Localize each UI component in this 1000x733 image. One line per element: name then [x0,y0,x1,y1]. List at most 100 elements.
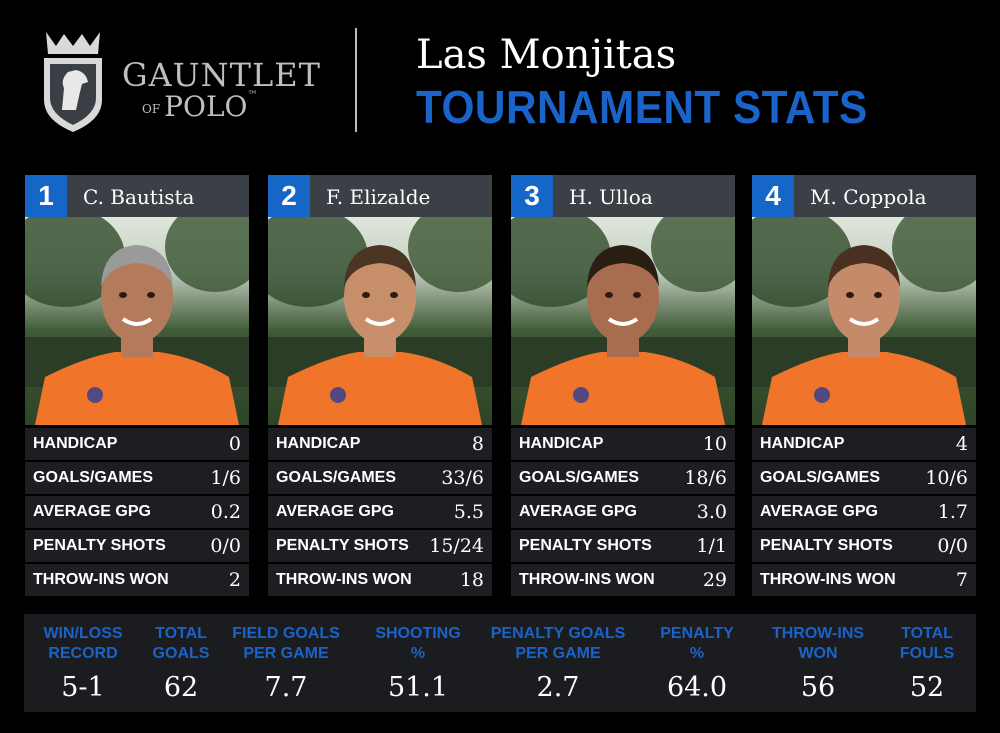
summary-label: WIN/LOSS RECORD [13,624,153,664]
player-rank: 4 [752,175,794,217]
brand-line1: GAUNTLET [122,56,321,94]
summary-label-line2: PER GAME [515,645,601,662]
player-card: 3 H. Ulloa HANDICAP 10 GOALS/GAMES 18/6 AVERAG… [511,175,735,596]
stat-label: AVERAGE GPG [276,503,394,520]
stat-label: THROW-INS WON [519,571,655,588]
stat-value: 29 [702,569,727,591]
summary-stat: TOTAL GOALS 62 [111,614,251,703]
stat-row: GOALS/GAMES 10/6 [752,462,976,494]
player-photo [511,217,735,425]
player-name: C. Bautista [83,185,195,209]
summary-value: 64.0 [666,672,728,703]
stat-row: HANDICAP 10 [511,428,735,460]
brand-wordmark: GAUNTLET OF POLO™ [122,56,321,123]
stat-row: THROW-INS WON 2 [25,564,249,596]
stat-row: HANDICAP 4 [752,428,976,460]
stat-row: THROW-INS WON 29 [511,564,735,596]
stat-row: PENALTY SHOTS 15/24 [268,530,492,562]
stat-label: GOALS/GAMES [519,469,640,486]
stat-label: PENALTY SHOTS [760,537,893,554]
summary-stat: THROW-INS WON 56 [748,614,888,703]
summary-label-line1: FIELD GOALS [232,625,340,642]
team-summary-bar: WIN/LOSS RECORD 5-1 TOTAL GOALS 62 FIELD GOALS… [24,614,976,712]
stat-row: GOALS/GAMES 33/6 [268,462,492,494]
stat-value: 8 [471,433,484,455]
stat-value: 2 [228,569,241,591]
summary-value: 52 [909,672,945,703]
summary-value: 62 [163,672,199,703]
stat-row: GOALS/GAMES 18/6 [511,462,735,494]
player-name: M. Coppola [810,185,927,209]
stat-value: 15/24 [429,535,484,557]
summary-label: TOTAL FOULS [857,624,997,664]
summary-value: 51.1 [387,672,449,703]
stat-row: AVERAGE GPG 1.7 [752,496,976,528]
stat-label: PENALTY SHOTS [519,537,652,554]
stat-value: 7 [955,569,968,591]
stat-value: 5.5 [453,501,484,523]
brand-of: OF [142,101,161,116]
summary-stat: SHOOTING% 51.1 [348,614,488,703]
header-divider [355,28,357,132]
summary-label-line1: TOTAL [155,625,207,642]
stat-label: GOALS/GAMES [33,469,154,486]
stat-row: HANDICAP 0 [25,428,249,460]
summary-label-line2: RECORD [48,645,118,662]
stat-label: AVERAGE GPG [33,503,151,520]
player-card-header: 2 F. Elizalde [268,175,492,217]
player-card: 2 F. Elizalde HANDICAP 8 GOALS/GAMES 33/6 AVER… [268,175,492,596]
summary-value: 56 [800,672,836,703]
stat-row: THROW-INS WON 18 [268,564,492,596]
summary-label: TOTAL GOALS [111,624,251,664]
stat-row: AVERAGE GPG 0.2 [25,496,249,528]
summary-label-line1: PENALTY GOALS [490,625,626,642]
summary-value: 7.7 [264,672,308,703]
summary-value: 5-1 [61,672,105,703]
summary-value: 2.7 [536,672,580,703]
stat-label: HANDICAP [760,435,845,452]
brand-line2: OF POLO™ [142,90,258,123]
stat-value: 1/1 [696,535,727,557]
stat-value: 0/0 [937,535,968,557]
stat-row: PENALTY SHOTS 0/0 [25,530,249,562]
stat-label: GOALS/GAMES [760,469,881,486]
header: GAUNTLET OF POLO™ Las Monjitas TOURNAMENT… [0,0,1000,160]
stat-row: HANDICAP 8 [268,428,492,460]
stat-label: HANDICAP [276,435,361,452]
stat-label: PENALTY SHOTS [276,537,409,554]
stat-label: AVERAGE GPG [760,503,878,520]
summary-stat: WIN/LOSS RECORD 5-1 [13,614,153,703]
player-photo [752,217,976,425]
summary-label-line2: % [689,645,705,662]
stat-value: 18/6 [684,467,727,489]
stat-value: 33/6 [441,467,484,489]
stat-value: 1/6 [210,467,241,489]
summary-label: PENALTY% [627,624,767,664]
player-rank: 3 [511,175,553,217]
summary-label: SHOOTING% [348,624,488,664]
summary-stat: TOTAL FOULS 52 [857,614,997,703]
summary-stat: PENALTY% 64.0 [627,614,767,703]
player-photo [268,217,492,425]
stat-label: GOALS/GAMES [276,469,397,486]
player-rank: 1 [25,175,67,217]
team-name: Las Monjitas [416,32,677,78]
stat-row: AVERAGE GPG 5.5 [268,496,492,528]
summary-label-line2: GOALS [152,645,210,662]
player-card-header: 4 M. Coppola [752,175,976,217]
stat-label: PENALTY SHOTS [33,537,166,554]
summary-label: THROW-INS WON [748,624,888,664]
stat-row: GOALS/GAMES 1/6 [25,462,249,494]
trademark: ™ [247,90,258,101]
stat-label: HANDICAP [519,435,604,452]
summary-label-line2: % [410,645,426,662]
player-name: F. Elizalde [326,185,431,209]
summary-label-line1: SHOOTING [375,625,461,642]
summary-label-line1: TOTAL [901,625,953,642]
stat-value: 10/6 [925,467,968,489]
player-card-header: 3 H. Ulloa [511,175,735,217]
stat-value: 0 [228,433,241,455]
summary-label-line2: WON [798,645,838,662]
brand-polo: POLO [164,90,248,123]
crown-shield-logo-icon [44,32,102,132]
